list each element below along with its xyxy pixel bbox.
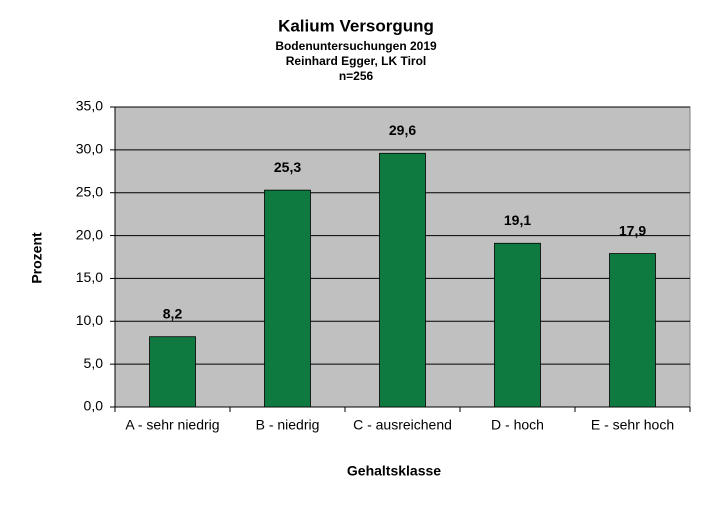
bar [379,152,426,408]
y-tick-label: 5,0 [84,355,104,371]
y-tick-label: 0,0 [84,398,104,414]
x-tick-label: B - niedrig [256,417,320,433]
bar [264,189,311,408]
y-tick-label: 35,0 [76,98,103,114]
y-tick-label: 20,0 [76,226,103,242]
chart-subtitle: Reinhard Egger, LK Tirol [286,54,426,68]
x-tick-label: A - sehr niedrig [125,417,219,433]
data-label: 19,1 [504,212,531,228]
y-tick-label: 25,0 [76,183,103,199]
bar [149,336,196,408]
x-tick-label: D - hoch [491,417,544,433]
x-axis-label: Gehaltsklasse [347,463,441,479]
x-tick-label: C - ausreichend [353,417,452,433]
bar [609,253,656,408]
y-tick-label: 10,0 [76,312,103,328]
bar [494,242,541,408]
chart-subtitle: n=256 [339,69,374,83]
data-label: 29,6 [389,122,416,138]
data-label: 17,9 [619,222,646,238]
data-label: 8,2 [163,305,183,321]
data-label: 25,3 [274,159,301,175]
x-tick-label: E - sehr hoch [591,417,674,433]
y-tick-label: 15,0 [76,269,103,285]
chart-subtitle: Bodenuntersuchungen 2019 [275,39,437,53]
chart-title: Kalium Versorgung [278,16,434,35]
y-tick-label: 30,0 [76,141,103,157]
y-axis-label: Prozent [29,232,45,284]
